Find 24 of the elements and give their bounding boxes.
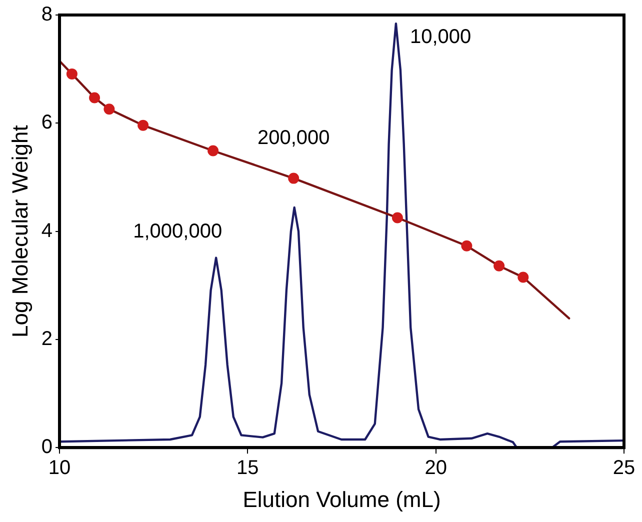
y-tick-label: 8 (41, 4, 53, 26)
point (518, 272, 529, 283)
x-tick-label: 25 (612, 457, 636, 480)
point (392, 212, 403, 224)
y-tick-label: 4 (41, 220, 53, 242)
point (208, 145, 219, 156)
x-tick-label: 15 (236, 457, 259, 480)
point (66, 68, 78, 80)
point (89, 92, 100, 104)
annotation: 10,000 (410, 26, 472, 48)
point (461, 240, 472, 252)
point (494, 260, 505, 272)
point (138, 120, 149, 131)
point (104, 104, 115, 115)
x-tick-label: 10 (48, 457, 71, 480)
y-tick-label: 2 (41, 328, 53, 350)
x-tick-label: 20 (424, 457, 447, 480)
y-tick-label: 0 (41, 436, 53, 458)
annotation: 1,000,000 (133, 220, 222, 242)
x-axis-title: Elution Volume (mL) (242, 486, 441, 512)
y-tick-label: 6 (41, 112, 53, 134)
point (288, 172, 300, 184)
y-axis-title: Log Molecular Weight (7, 125, 32, 338)
annotation: 200,000 (257, 126, 330, 149)
